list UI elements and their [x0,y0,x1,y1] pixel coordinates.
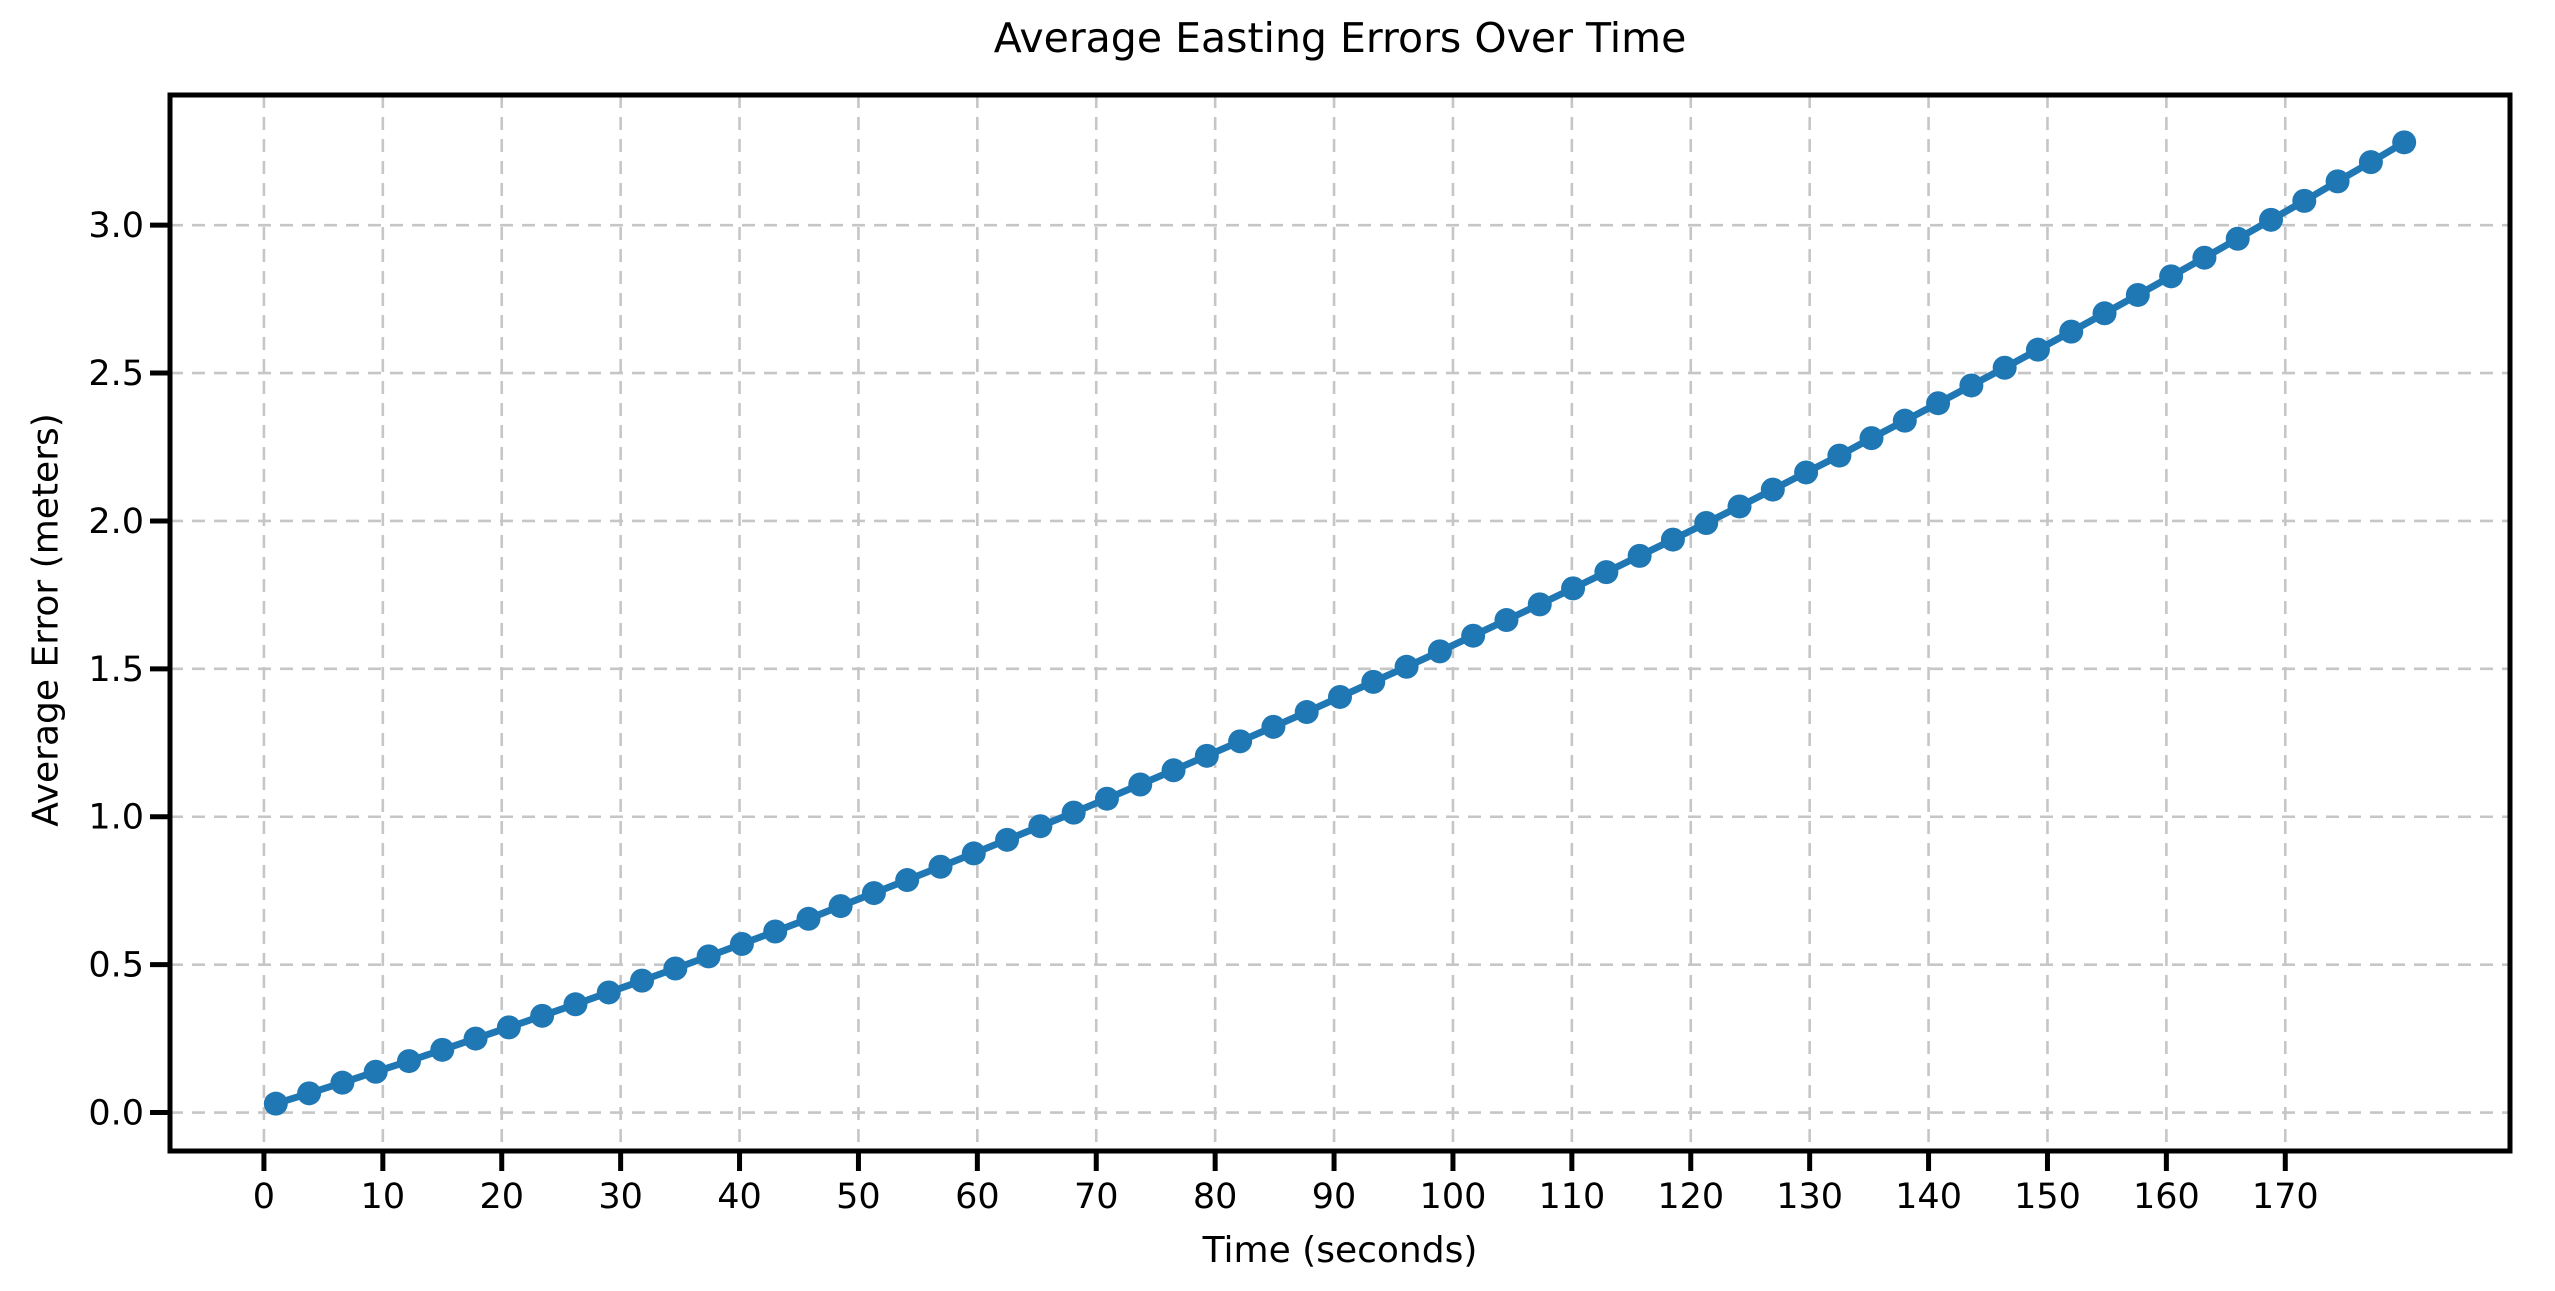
data-point [895,868,920,893]
data-line [272,138,2408,1108]
data-point [1194,743,1219,768]
data-point [1727,494,1752,519]
data-point [995,827,1020,852]
data-point [2259,207,2284,232]
data-point [2125,282,2150,307]
data-point [1892,408,1917,433]
data-point [596,980,621,1005]
y-axis-label-text: Average Error (meters) [25,413,67,827]
data-point [828,894,853,919]
data-point [2059,319,2084,344]
x-tick-label: 80 [1193,1177,1238,1217]
data-point [1926,391,1951,416]
data-point [1627,543,1652,568]
data-point [1760,477,1785,502]
data-point [1694,511,1719,536]
y-tick-label: 0.5 [88,946,144,986]
data-point [2292,188,2317,213]
x-tick-label: 90 [1312,1177,1357,1217]
data-point [363,1059,388,1084]
x-tick-label: 160 [2133,1177,2200,1217]
data-point [928,854,953,879]
data-point [763,919,788,944]
data-point [1594,560,1619,585]
data-point [1128,772,1153,797]
x-tick-label: 150 [2014,1177,2081,1217]
data-point [861,881,886,906]
data-point [563,992,588,1017]
x-tick-label: 10 [361,1177,406,1217]
data-point [396,1049,421,1074]
data-point [430,1037,455,1062]
y-tick-label: 2.5 [88,354,144,394]
data-point [1261,714,1286,739]
x-tick-label: 0 [253,1177,275,1217]
data-point [2025,337,2050,362]
data-point [263,1091,288,1116]
y-tick-label: 2.0 [88,502,144,542]
data-point [1394,654,1419,679]
x-tick-label: 20 [479,1177,524,1217]
chart-title: Average Easting Errors Over Time [993,14,1687,62]
data-point [2159,264,2184,289]
data-point [2358,150,2383,175]
x-tick-label: 50 [836,1177,881,1217]
x-tick-label: 40 [717,1177,762,1217]
data-point [1660,527,1685,552]
data-point [1561,576,1586,601]
data-point [630,968,655,993]
data-point [1992,355,2017,380]
data-point [1827,443,1852,468]
y-tick-label: 3.0 [88,206,144,246]
x-axis-label: Time (seconds) [1202,1230,1478,1271]
x-tick-label: 130 [1776,1177,1843,1217]
data-point [696,944,721,969]
y-tick-label: 1.5 [88,650,144,690]
data-point [1094,786,1119,811]
data-point [1361,669,1386,694]
y-tick-label: 0.0 [88,1094,144,1134]
data-point [1427,639,1452,664]
data-point [729,931,754,956]
data-point [961,841,986,866]
data-point [1527,592,1552,617]
data-point [1061,800,1086,825]
data-point [496,1015,521,1040]
data-point [1959,373,1984,398]
x-tick-label: 120 [1657,1177,1724,1217]
data-point [2192,245,2217,270]
data-point [1028,814,1053,839]
x-tick-label: 70 [1074,1177,1119,1217]
data-point [297,1081,322,1106]
data-point [1294,700,1319,725]
x-tick-label: 30 [598,1177,643,1217]
data-point [796,906,821,931]
data-point [2325,169,2350,194]
data-point [663,956,688,981]
x-tick-label: 60 [955,1177,1000,1217]
data-point [1461,623,1486,648]
data-point [1494,608,1519,633]
data-point [1161,758,1186,783]
data-point [2392,130,2417,155]
data-point [1328,684,1352,709]
data-point [463,1026,488,1051]
x-tick-label: 110 [1538,1177,1605,1217]
data-point [2225,226,2250,251]
data-point [1794,460,1819,485]
data-point [2092,301,2117,326]
x-tick-label: 170 [2252,1177,2319,1217]
data-point [530,1003,555,1028]
x-tick-label: 140 [1895,1177,1962,1217]
data-point [1228,729,1253,754]
data-point [330,1070,355,1095]
data-point [1859,426,1884,451]
plot-border [167,92,2513,1154]
y-tick-label: 1.0 [88,798,144,838]
x-tick-label: 100 [1420,1177,1487,1217]
